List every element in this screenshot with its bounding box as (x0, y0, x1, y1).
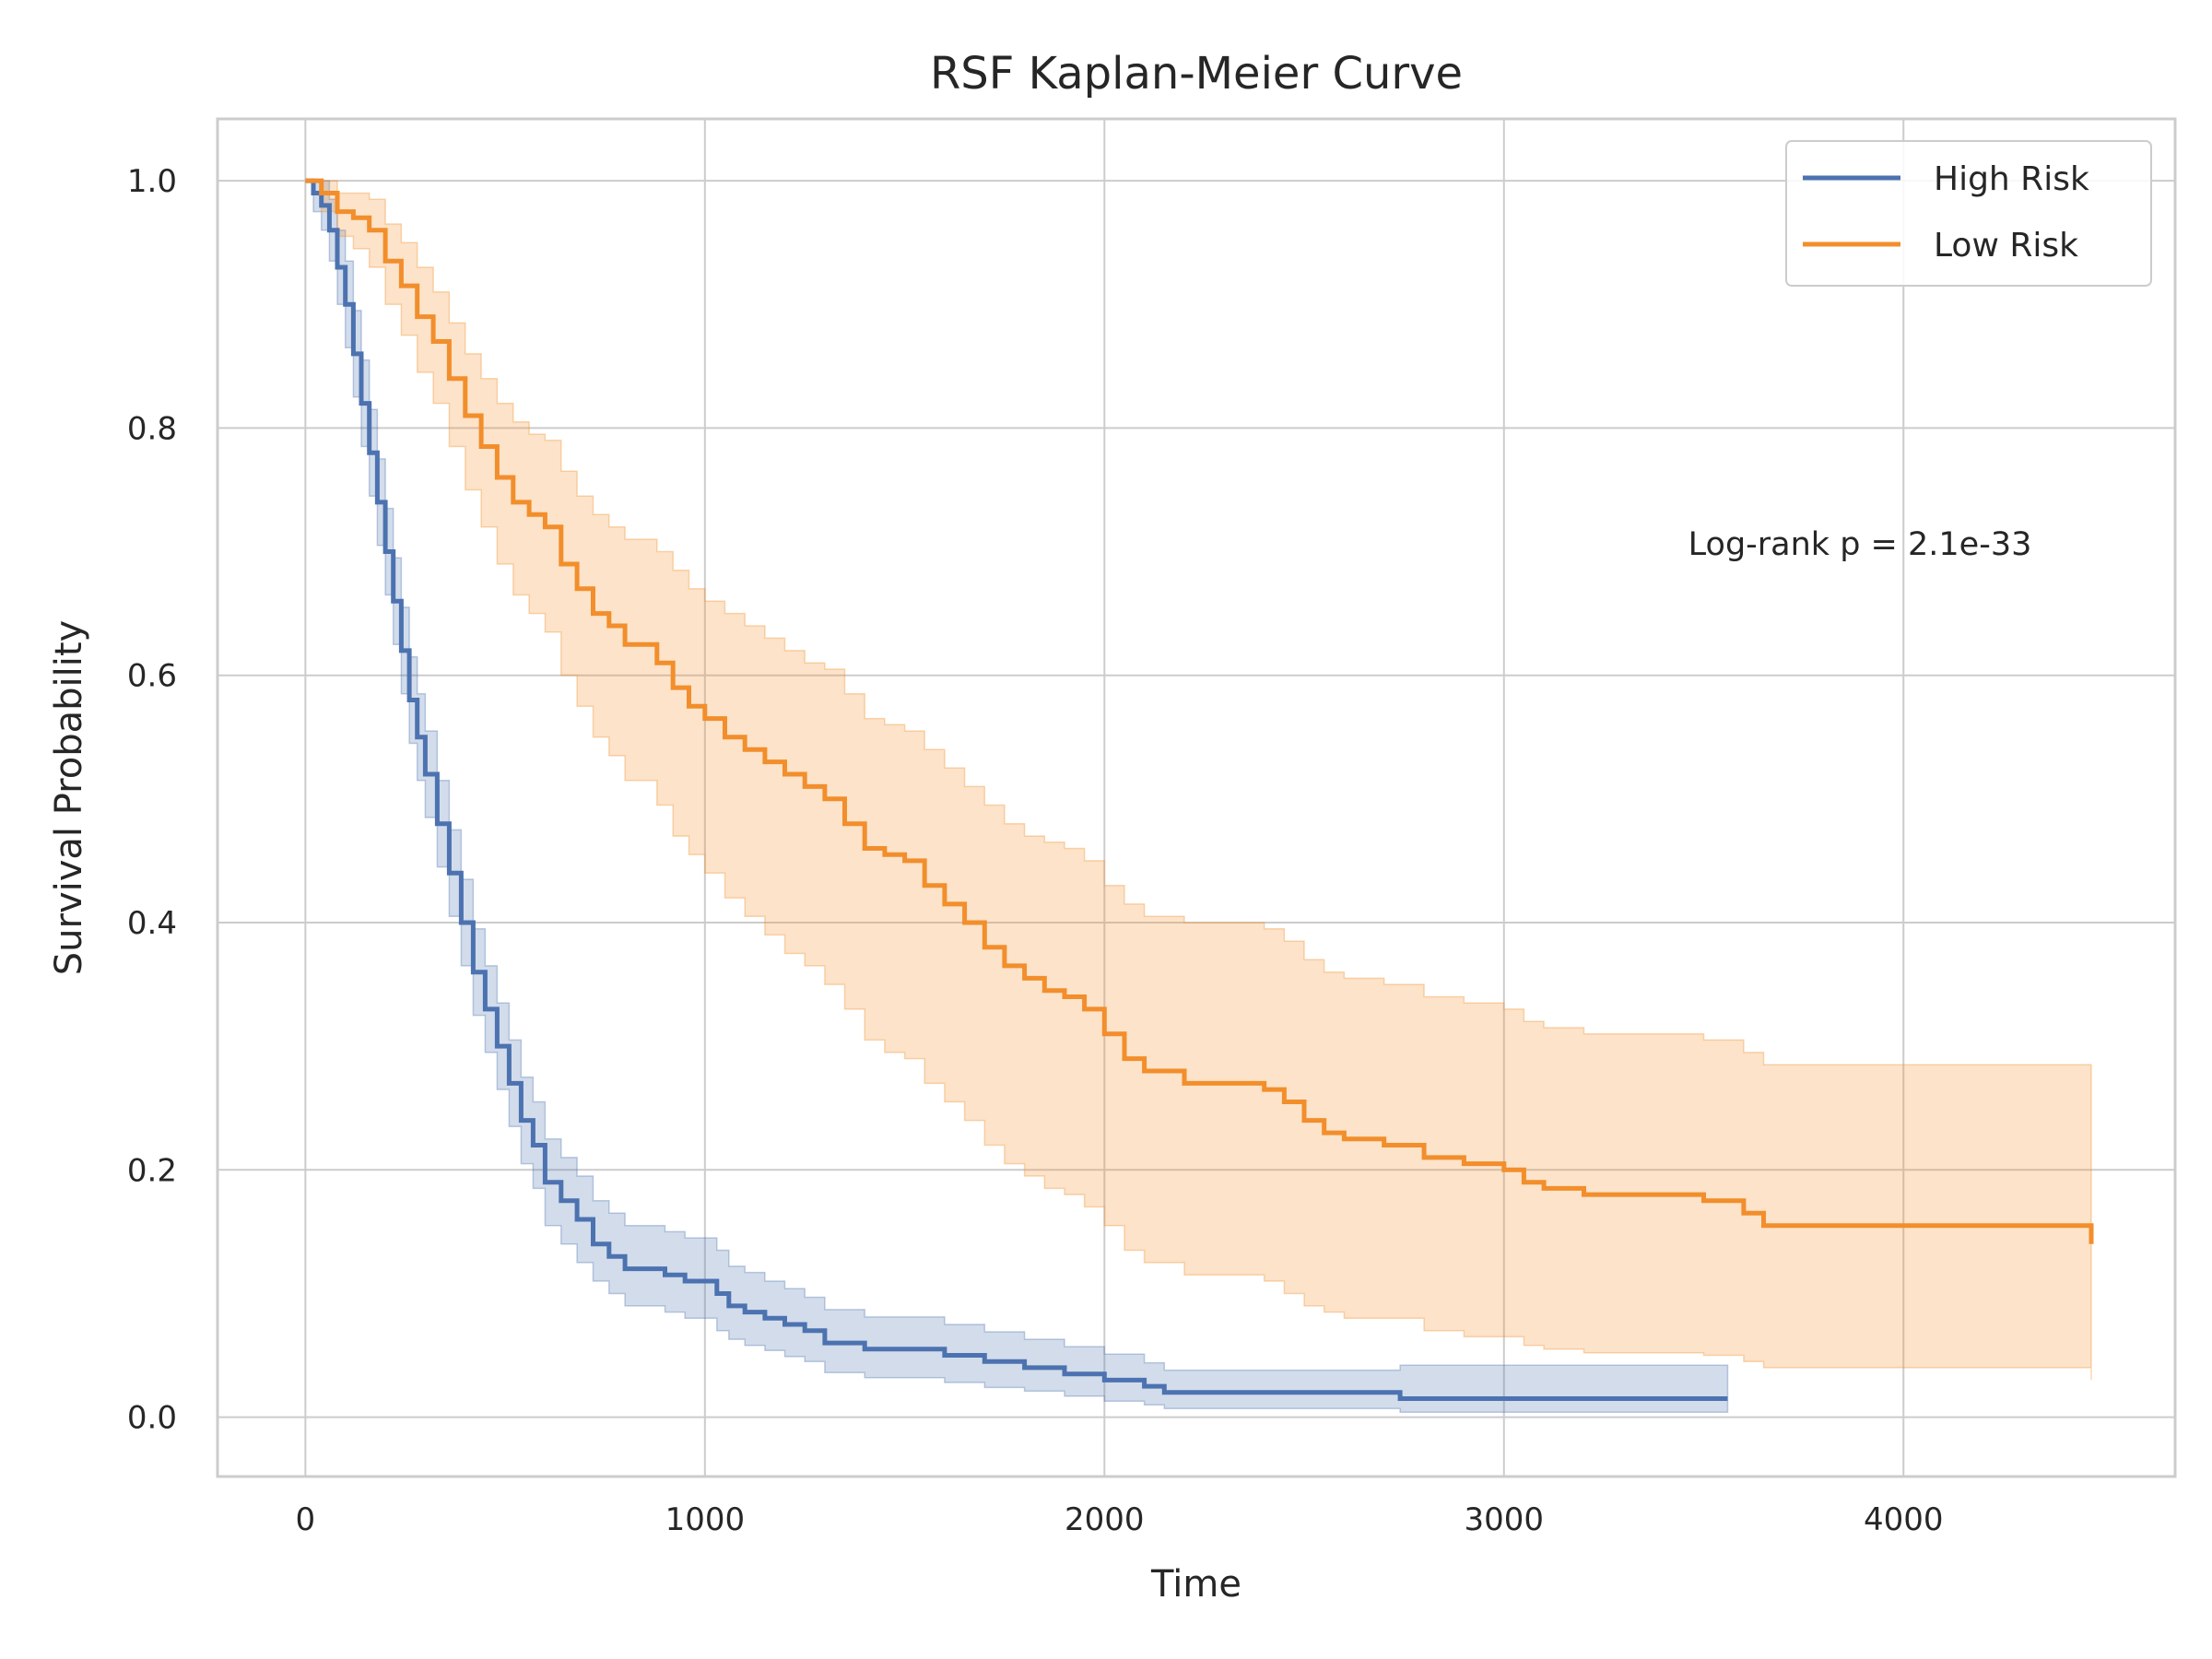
y-tick-label: 0.6 (127, 658, 177, 695)
x-tick-label: 4000 (1864, 1501, 1944, 1538)
tick-labels: 0 1000 2000 3000 4000 0.0 0.2 0.4 0.6 0.8 1.0 (127, 163, 1944, 1538)
survival-line-low-risk (305, 178, 2094, 1244)
chart-title: RSF Kaplan-Meier Curve (930, 48, 1463, 100)
x-tick-label: 2000 (1065, 1501, 1145, 1538)
y-tick-label: 0.2 (127, 1152, 177, 1189)
y-tick-label: 1.0 (127, 163, 177, 200)
y-tick-label: 0.4 (127, 905, 177, 942)
x-tick-label: 1000 (665, 1501, 746, 1538)
y-axis-label: Survival Probability (48, 620, 90, 975)
x-axis-label: Time (1150, 1563, 1241, 1606)
y-tick-label: 0.8 (127, 410, 177, 447)
logrank-annotation: Log-rank p = 2.1e-33 (1688, 526, 2032, 563)
legend: High Risk Low Risk (1785, 140, 2152, 287)
x-tick-label: 3000 (1465, 1501, 1545, 1538)
survival-line-high-risk (305, 178, 1728, 1401)
survival-lines (305, 178, 2094, 1401)
legend-label-high-risk: High Risk (1934, 160, 2089, 198)
y-tick-label: 0.0 (127, 1400, 177, 1437)
x-tick-label: 0 (296, 1501, 316, 1538)
legend-label-low-risk: Low Risk (1934, 227, 2078, 265)
plot-area-frame (216, 117, 2177, 1478)
